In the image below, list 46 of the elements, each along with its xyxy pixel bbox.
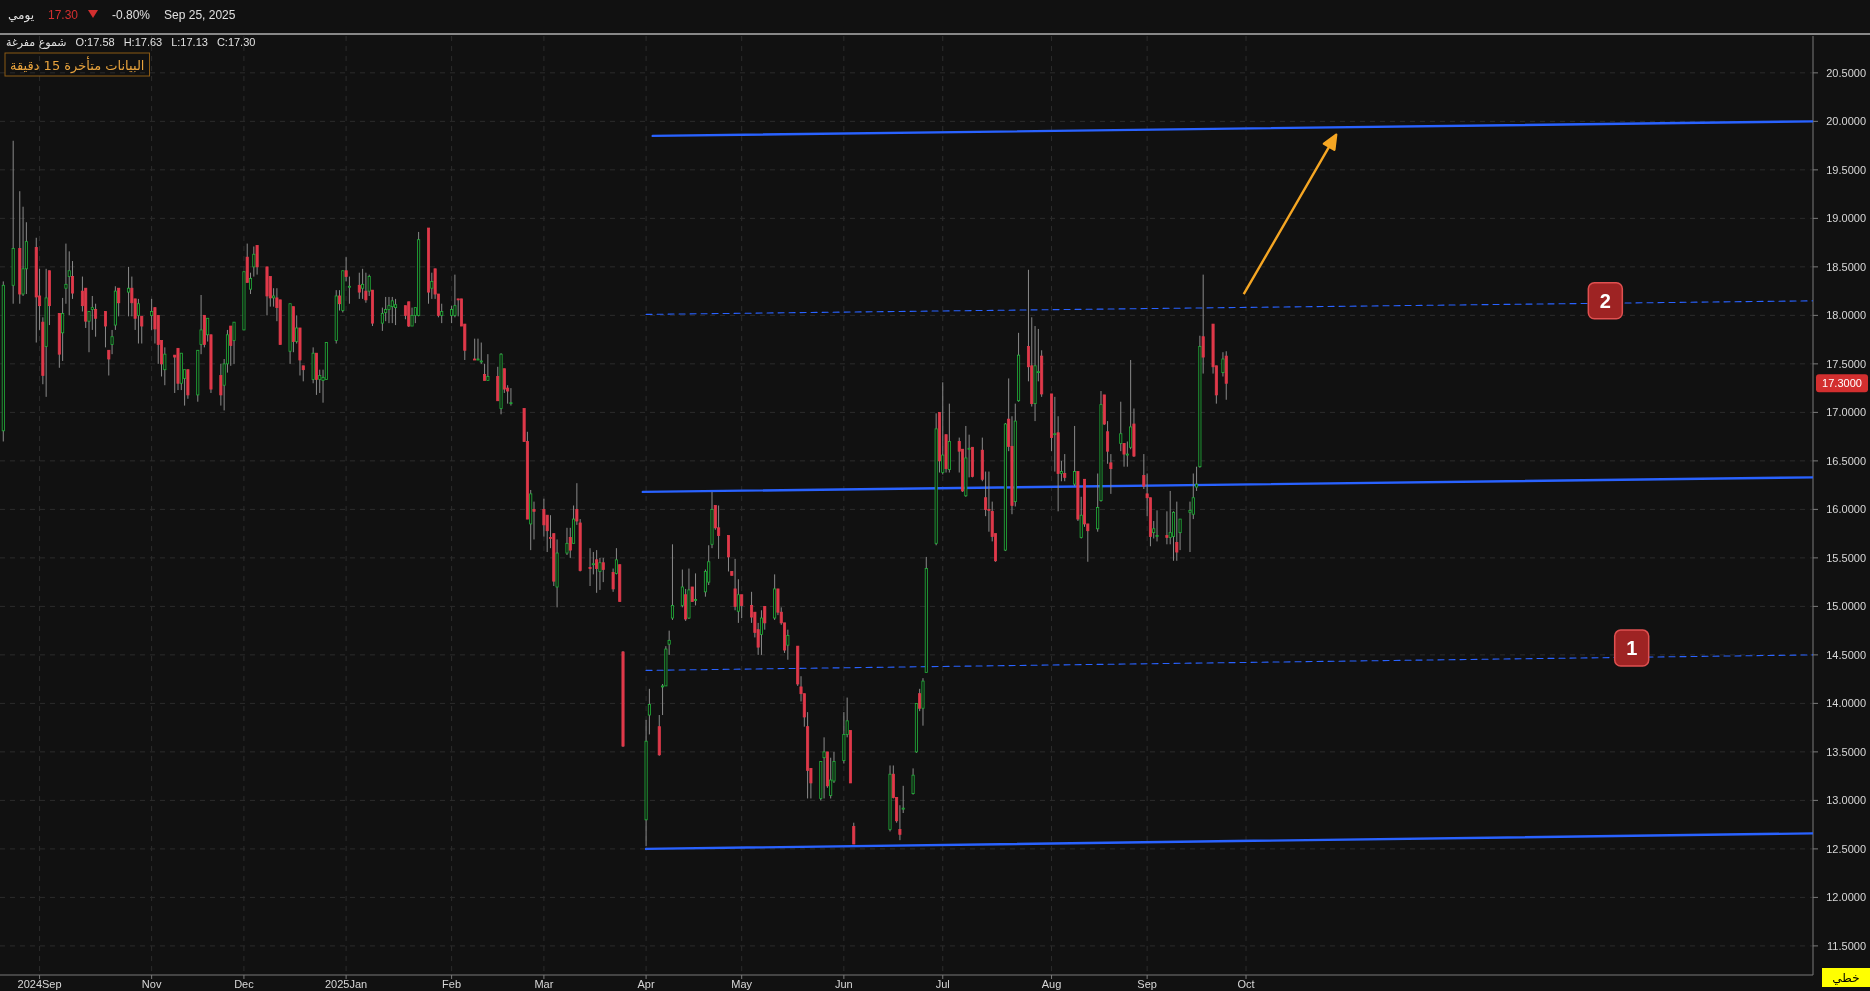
annotation: O:17.58: [75, 36, 115, 48]
y-tick-label: 15.0000: [1826, 600, 1866, 613]
y-tick-label: 11.5000: [1827, 939, 1866, 952]
y-tick-label: 19.5000: [1826, 163, 1866, 176]
x-tick-label: Jun: [834, 978, 853, 990]
y-tick-label: 20.0000: [1826, 115, 1866, 128]
x-tick-label: 2024Sep: [17, 978, 62, 990]
y-tick-label: 20.5000: [1826, 66, 1866, 79]
y-tick-label: 12.5000: [1826, 842, 1866, 855]
x-tick-label: Feb: [442, 978, 462, 990]
y-tick-label: 14.5000: [1826, 648, 1866, 661]
x-tick-label: Sep: [1137, 978, 1157, 990]
x-tick-label: Nov: [141, 978, 162, 990]
y-tick-label: 17.5000: [1826, 357, 1866, 370]
x-tick-label: 2025Jan: [325, 978, 368, 990]
text: Sep 25, 2025: [164, 8, 236, 22]
annotation: 2: [1599, 289, 1611, 312]
text: -0.80%: [112, 8, 151, 22]
x-tick-label: Oct: [1237, 978, 1255, 990]
x-tick-label: Jul: [935, 978, 950, 990]
x-tick-label: Apr: [637, 978, 655, 990]
y-tick-label: 17.0000: [1826, 406, 1866, 419]
y-tick-label: 14.0000: [1826, 697, 1866, 710]
text: يومي: [8, 8, 34, 23]
annotation: C:17.30: [216, 36, 256, 48]
x-tick-label: Mar: [534, 978, 554, 990]
y-tick-label: 15.5000: [1826, 551, 1866, 564]
y-tick-label: 18.5000: [1826, 260, 1866, 273]
annotation: H:17.63: [123, 36, 163, 48]
y-tick-label: 19.0000: [1826, 212, 1866, 225]
y-tick-label: 16.0000: [1826, 503, 1866, 516]
y-tick-label: 12.0000: [1826, 891, 1866, 904]
y-tick-label: 16.5000: [1826, 454, 1866, 467]
y-tick-label: 18.0000: [1826, 309, 1866, 322]
x-tick-label: May: [731, 978, 753, 990]
text: 17.3000: [1822, 377, 1862, 390]
annotation: 1: [1626, 637, 1638, 660]
text: خطي: [1832, 971, 1860, 985]
annotation: L:17.13: [171, 36, 208, 48]
y-tick-label: 13.5000: [1826, 745, 1866, 758]
annotation: شموع مفرغة: [6, 36, 67, 49]
y-tick-label: 13.0000: [1826, 794, 1866, 807]
x-tick-label: Aug: [1041, 978, 1062, 990]
annotation: البيانات متأخرة 15 دقيقة: [10, 56, 145, 74]
text: 17.30: [47, 8, 79, 22]
x-tick-label: Dec: [234, 978, 255, 990]
